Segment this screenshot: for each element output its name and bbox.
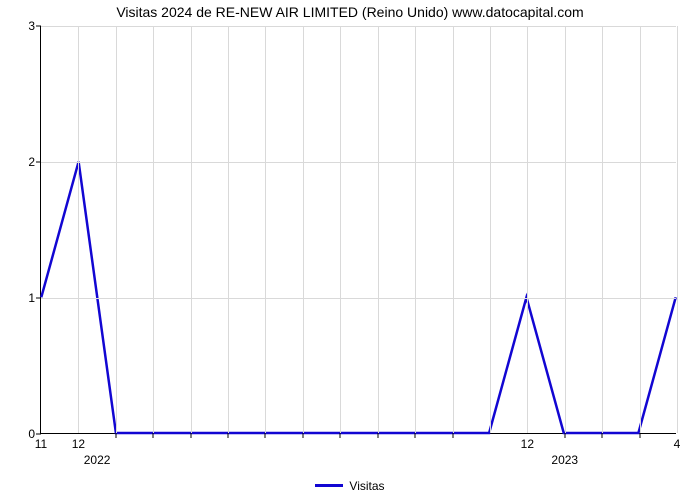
gridline-vertical xyxy=(378,26,379,433)
gridline-vertical xyxy=(640,26,641,433)
y-tick-label: 1 xyxy=(28,291,35,305)
x-tick-label: 12 xyxy=(521,437,534,451)
x-tick-mark xyxy=(452,433,453,438)
gridline-vertical xyxy=(228,26,229,433)
legend-label: Visitas xyxy=(349,479,384,493)
y-tick-mark xyxy=(36,162,41,163)
y-tick-label: 2 xyxy=(28,155,35,169)
gridline-vertical xyxy=(116,26,117,433)
x-tick-mark xyxy=(340,433,341,438)
y-tick-label: 3 xyxy=(28,19,35,33)
gridline-vertical xyxy=(490,26,491,433)
legend-swatch xyxy=(315,484,343,487)
gridline-vertical xyxy=(602,26,603,433)
x-tick-mark xyxy=(302,433,303,438)
y-tick-mark xyxy=(36,434,41,435)
gridline-vertical xyxy=(191,26,192,433)
gridline-vertical xyxy=(340,26,341,433)
x-tick-mark xyxy=(115,433,116,438)
x-tick-label: 11 xyxy=(35,437,47,451)
chart-title: Visitas 2024 de RE-NEW AIR LIMITED (Rein… xyxy=(0,4,700,20)
x-tick-label: 4 xyxy=(674,437,681,451)
gridline-vertical xyxy=(303,26,304,433)
x-tick-mark xyxy=(564,433,565,438)
gridline-vertical xyxy=(453,26,454,433)
gridline-vertical xyxy=(153,26,154,433)
gridline-vertical xyxy=(677,26,678,433)
x-tick-mark xyxy=(602,433,603,438)
y-tick-mark xyxy=(36,298,41,299)
x-tick-mark xyxy=(153,433,154,438)
gridline-vertical xyxy=(565,26,566,433)
y-tick-mark xyxy=(36,26,41,27)
line-series xyxy=(41,26,676,433)
gridline-vertical xyxy=(265,26,266,433)
gridline-horizontal xyxy=(41,162,676,163)
x-tick-mark xyxy=(377,433,378,438)
gridline-vertical xyxy=(78,26,79,433)
x-tick-mark xyxy=(228,433,229,438)
x-tick-mark xyxy=(639,433,640,438)
plot-area: 0123111212420222023 xyxy=(40,26,676,434)
gridline-horizontal xyxy=(41,26,676,27)
chart-container: Visitas 2024 de RE-NEW AIR LIMITED (Rein… xyxy=(0,0,700,500)
gridline-horizontal xyxy=(41,298,676,299)
x-tick-mark xyxy=(415,433,416,438)
x-sub-label: 2023 xyxy=(551,453,578,467)
x-tick-label: 12 xyxy=(72,437,85,451)
gridline-vertical xyxy=(415,26,416,433)
legend: Visitas xyxy=(0,478,700,493)
x-tick-mark xyxy=(190,433,191,438)
x-tick-mark xyxy=(265,433,266,438)
x-sub-label: 2022 xyxy=(84,453,111,467)
gridline-vertical xyxy=(527,26,528,433)
